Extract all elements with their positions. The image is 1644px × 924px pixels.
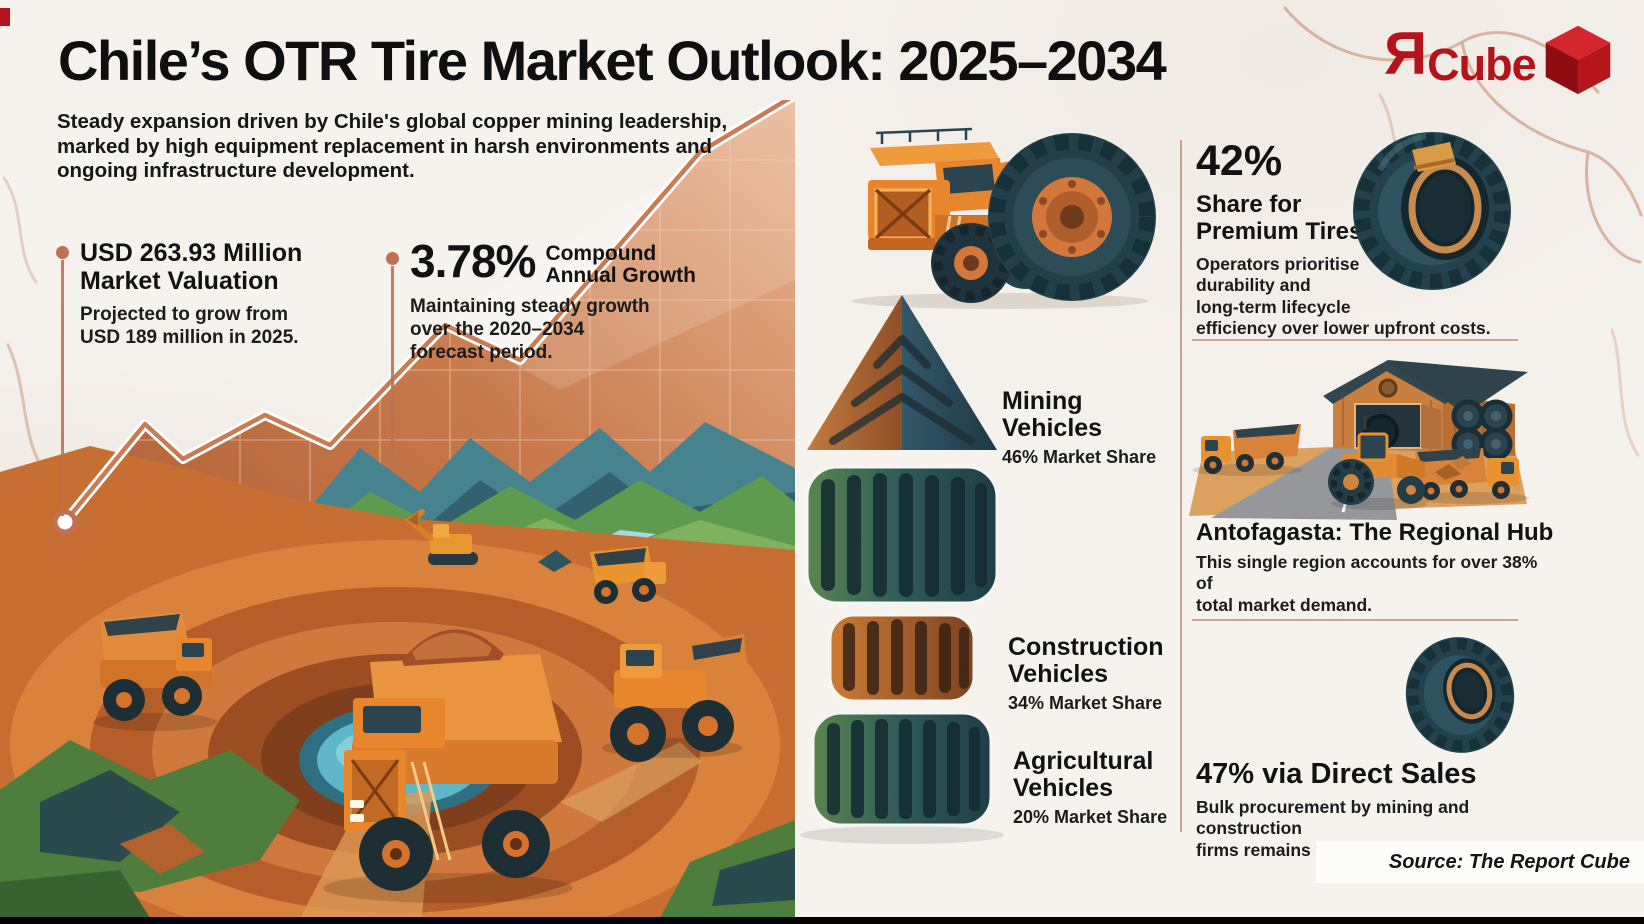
cagr-desc-line: forecast period. xyxy=(410,341,553,363)
cagr-desc: Maintaining steady growth over the 2020–… xyxy=(410,296,696,364)
valuation-callout-dot xyxy=(56,246,69,259)
segment-label-line: Vehicles xyxy=(1008,660,1109,688)
segment-share: 34% Market Share xyxy=(1008,693,1163,713)
regional-hub-title: Antofagasta: The Regional Hub xyxy=(1196,519,1554,546)
cagr-callout-line xyxy=(391,266,394,466)
direct-sales-tire-illustration xyxy=(1405,637,1515,753)
left-delivery-truck xyxy=(1192,424,1302,476)
segment-share: 20% Market Share xyxy=(1013,807,1168,827)
premium-desc-line: durability and xyxy=(1196,275,1311,296)
cagr-label-line: Annual Growth xyxy=(545,264,696,288)
valuation-desc: Projected to grow from USD 189 million i… xyxy=(80,304,302,350)
direct-sales-title: 47% via Direct Sales xyxy=(1196,758,1477,790)
premium-label-line: Share for xyxy=(1196,191,1302,218)
valuation-callout-line xyxy=(61,260,64,516)
premium-desc-line: long-term lifecycle xyxy=(1196,296,1351,317)
premium-tire-illustration xyxy=(1353,132,1511,290)
logo-text: Cube xyxy=(1427,39,1536,90)
valuation-desc-line: USD 189 million in 2025. xyxy=(80,326,299,348)
valuation-label: Market Valuation xyxy=(80,266,279,295)
subtitle-line: marked by high equipment replacement in … xyxy=(57,134,713,158)
cagr-label-line: Compound xyxy=(545,242,657,265)
valuation-desc-line: Projected to grow from xyxy=(80,304,288,325)
segment-label-line: Construction xyxy=(1008,633,1164,661)
page-subtitle: Steady expansion driven by Chile's globa… xyxy=(57,110,727,184)
segment-label-line: Mining xyxy=(1002,387,1083,415)
page-title: Chile’s OTR Tire Market Outlook: 2025–20… xyxy=(58,29,1167,92)
mining-truck-illustration xyxy=(852,127,1156,309)
segment-mining: Mining Vehicles 46% Market Share xyxy=(1002,388,1156,468)
segment-share: 46% Market Share xyxy=(1002,447,1157,467)
premium-share-desc: Operators prioritise durability and long… xyxy=(1196,254,1536,339)
segment-agricultural: Agricultural Vehicles 20% Market Share xyxy=(1013,748,1167,828)
source-attribution: Source: The Report Cube xyxy=(1316,841,1644,883)
red-cube-icon xyxy=(1545,25,1610,95)
trend-start-marker xyxy=(52,509,78,535)
regional-hub-desc: This single region accounts for over 38%… xyxy=(1196,552,1556,616)
cagr-stat: 3.78% Compound Annual Growth Maintaining… xyxy=(410,238,696,364)
corner-red-chip xyxy=(0,8,10,26)
premium-desc-line: Operators prioritise xyxy=(1196,254,1360,274)
premium-desc-line: efficiency over lower upfront costs. xyxy=(1196,318,1491,339)
tire-pyramid-illustration xyxy=(800,295,1004,844)
premium-share-label: Share for Premium Tires xyxy=(1196,191,1363,246)
cagr-desc-line: Maintaining steady growth xyxy=(410,296,650,318)
subtitle-line: ongoing infrastructure development. xyxy=(57,159,415,183)
premium-label-line: Premium Tires xyxy=(1196,217,1363,245)
bottom-black-bar xyxy=(0,917,1644,924)
spare-tire xyxy=(988,133,1156,301)
section-divider xyxy=(1192,339,1518,341)
valuation-value: USD 263.93 Million xyxy=(80,239,303,267)
logo-r-glyph: Я xyxy=(1384,20,1428,87)
warehouse-illustration xyxy=(1189,360,1529,520)
premium-share-value: 42% xyxy=(1196,137,1283,185)
cagr-desc-line: over the 2020–2034 xyxy=(410,318,585,340)
section-divider xyxy=(1192,619,1518,621)
cagr-callout-dot xyxy=(386,252,399,265)
report-cube-logo: Я Cube xyxy=(1384,24,1616,96)
segment-label-line: Vehicles xyxy=(1002,414,1103,442)
sales-desc-line: Bulk procurement by mining and construct… xyxy=(1196,797,1470,839)
pit-vehicles xyxy=(93,509,750,903)
segment-construction: Construction Vehicles 34% Market Share xyxy=(1008,634,1164,714)
segment-label-line: Agricultural xyxy=(1013,747,1154,775)
growth-trend-line xyxy=(52,100,795,535)
valuation-stat: USD 263.93 Million Market Valuation Proj… xyxy=(80,239,303,350)
mine-growth-chart-illustration xyxy=(0,100,795,918)
regional-desc-line: This single region accounts for over 38%… xyxy=(1196,552,1538,594)
cagr-label: Compound Annual Growth xyxy=(545,242,696,288)
tractor xyxy=(1328,416,1427,510)
cagr-value: 3.78% xyxy=(410,235,536,287)
subtitle-line: Steady expansion driven by Chile's globa… xyxy=(57,110,728,133)
regional-desc-line: total market demand. xyxy=(1196,594,1373,615)
segment-label-line: Vehicles xyxy=(1013,774,1114,802)
right-column-divider xyxy=(1180,140,1182,832)
